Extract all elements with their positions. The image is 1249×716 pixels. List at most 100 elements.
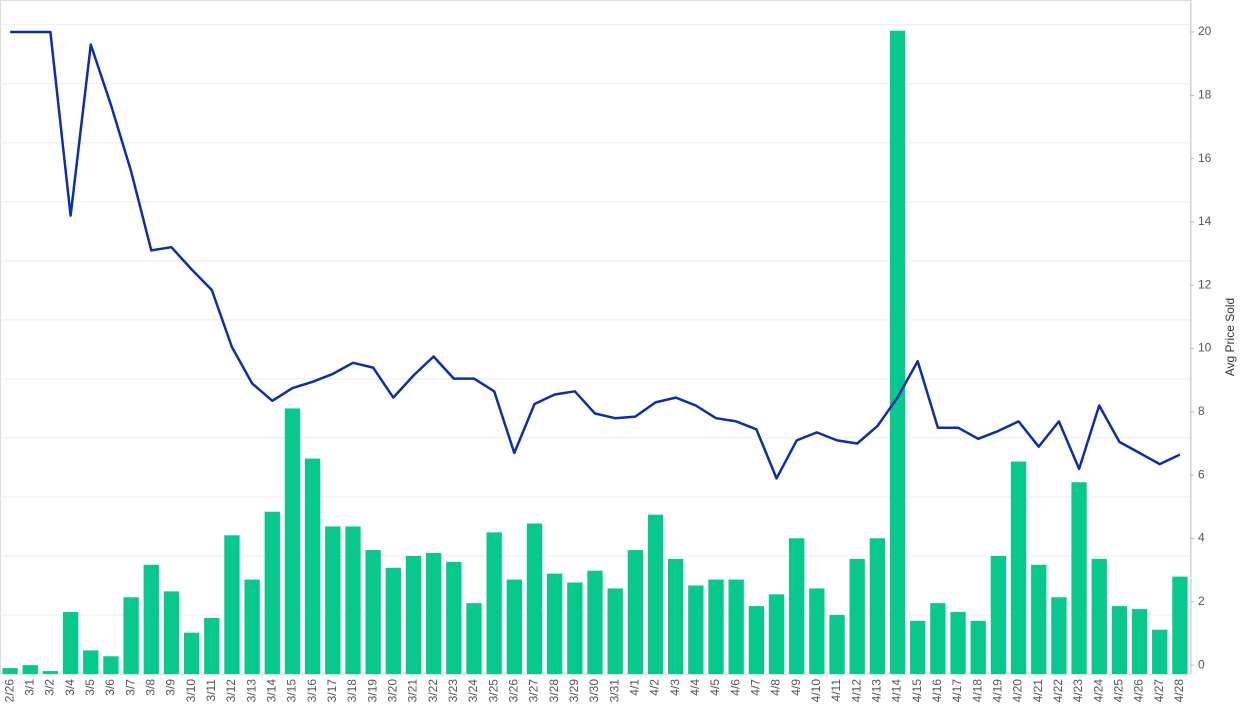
x-tick-label: 4/14 xyxy=(890,679,904,703)
x-tick-label: 4/23 xyxy=(1071,679,1085,703)
x-tick-label: 3/27 xyxy=(527,679,541,703)
bar xyxy=(930,603,946,674)
bar xyxy=(748,606,765,674)
bar xyxy=(829,614,845,674)
x-tick-label: 3/12 xyxy=(224,679,238,703)
bar xyxy=(284,408,301,674)
x-tick-label: 4/4 xyxy=(688,679,702,696)
x-tick-label: 3/25 xyxy=(486,679,500,703)
x-tick-label: 4/28 xyxy=(1172,679,1186,703)
x-tick-label: 4/6 xyxy=(728,679,742,696)
x-tick-label: 4/27 xyxy=(1152,679,1166,703)
bar xyxy=(809,588,825,674)
bar xyxy=(1172,576,1188,674)
x-tick-label: 4/12 xyxy=(849,679,863,703)
bar xyxy=(204,617,220,674)
y2-tick-label: 6 xyxy=(1198,467,1205,481)
y2-tick-label: 18 xyxy=(1198,87,1212,101)
bar xyxy=(1091,558,1107,674)
x-tick-label: 3/28 xyxy=(547,679,561,703)
x-tick-label: 4/19 xyxy=(991,679,1005,703)
x-tick-label: 3/7 xyxy=(123,679,137,696)
bar xyxy=(2,668,18,674)
bar xyxy=(1131,609,1148,674)
bar xyxy=(768,594,785,674)
x-tick-label: 3/23 xyxy=(446,679,460,703)
bar xyxy=(627,550,644,674)
y2-tick-label: 4 xyxy=(1198,531,1205,545)
x-tick-label: 3/8 xyxy=(143,679,157,696)
x-tick-label: 3/22 xyxy=(426,679,440,703)
bar xyxy=(385,567,401,674)
x-tick-label: 3/4 xyxy=(63,679,77,696)
x-tick-label: 4/20 xyxy=(1011,679,1025,703)
bar xyxy=(123,597,139,674)
x-tick-label: 4/7 xyxy=(749,679,763,696)
line xyxy=(10,30,1181,480)
bar xyxy=(869,538,886,674)
y2-tick-label: 12 xyxy=(1198,277,1212,291)
x-tick-label: 4/3 xyxy=(668,679,682,696)
bar xyxy=(83,650,99,674)
x-tick-label: 4/5 xyxy=(708,679,722,696)
bar xyxy=(990,555,1007,674)
x-tick-label: 4/9 xyxy=(789,679,803,696)
x-tick-label: 4/15 xyxy=(910,679,924,703)
x-tick-label: 3/30 xyxy=(587,679,601,703)
bar xyxy=(849,558,865,674)
x-tick-label: 3/16 xyxy=(305,679,319,703)
bar xyxy=(950,612,966,674)
bar xyxy=(446,561,462,674)
bar xyxy=(42,671,59,674)
bar xyxy=(607,588,623,674)
bar xyxy=(22,665,38,674)
y2-tick-label: 0 xyxy=(1198,657,1205,671)
bar xyxy=(1051,597,1067,674)
x-tick-label: 4/16 xyxy=(930,679,944,703)
bar xyxy=(183,632,200,674)
x-tick-label: 3/6 xyxy=(103,679,117,696)
x-tick-label: 2/26 xyxy=(2,679,16,703)
x-tick-label: 4/13 xyxy=(870,679,884,703)
x-tick-label: 3/17 xyxy=(325,679,339,703)
x-tick-label: 4/1 xyxy=(628,679,642,696)
bar xyxy=(264,511,280,674)
bar xyxy=(587,570,603,674)
y2-tick-label: 8 xyxy=(1198,404,1205,418)
bar xyxy=(1111,606,1128,674)
x-tick-label: 3/5 xyxy=(83,679,97,696)
bar xyxy=(405,555,422,674)
bar xyxy=(325,526,341,674)
y2-axis-title: Avg Price Sold xyxy=(1223,298,1237,377)
x-tick-label: 4/24 xyxy=(1091,679,1105,703)
bar xyxy=(567,582,583,674)
bar xyxy=(486,532,502,674)
y2-tick-label: 20 xyxy=(1198,24,1212,38)
bar xyxy=(345,526,361,674)
bar xyxy=(224,535,240,674)
bar xyxy=(304,458,321,674)
x-tick-label: 3/24 xyxy=(466,679,480,703)
x-tick-label: 4/26 xyxy=(1132,679,1146,703)
x-tick-label: 3/26 xyxy=(506,679,520,703)
bar xyxy=(1031,564,1047,674)
bar xyxy=(62,612,79,674)
bar xyxy=(889,30,906,675)
x-tick-label: 3/11 xyxy=(204,679,218,702)
x-tick-label: 3/21 xyxy=(406,679,420,703)
x-tick-label: 3/18 xyxy=(345,679,359,703)
bar xyxy=(244,579,260,674)
bar xyxy=(1071,482,1087,674)
bar xyxy=(647,514,664,674)
y2-tick-label: 10 xyxy=(1198,341,1212,355)
bar xyxy=(425,553,442,674)
bar xyxy=(546,573,563,674)
bar xyxy=(1152,629,1168,674)
x-tick-label: 3/9 xyxy=(164,679,178,696)
x-tick-label: 3/19 xyxy=(365,679,379,703)
x-tick-label: 4/8 xyxy=(769,679,783,696)
bar xyxy=(910,620,926,674)
x-tick-label: 4/22 xyxy=(1051,679,1065,703)
x-tick-label: 3/13 xyxy=(244,679,258,703)
